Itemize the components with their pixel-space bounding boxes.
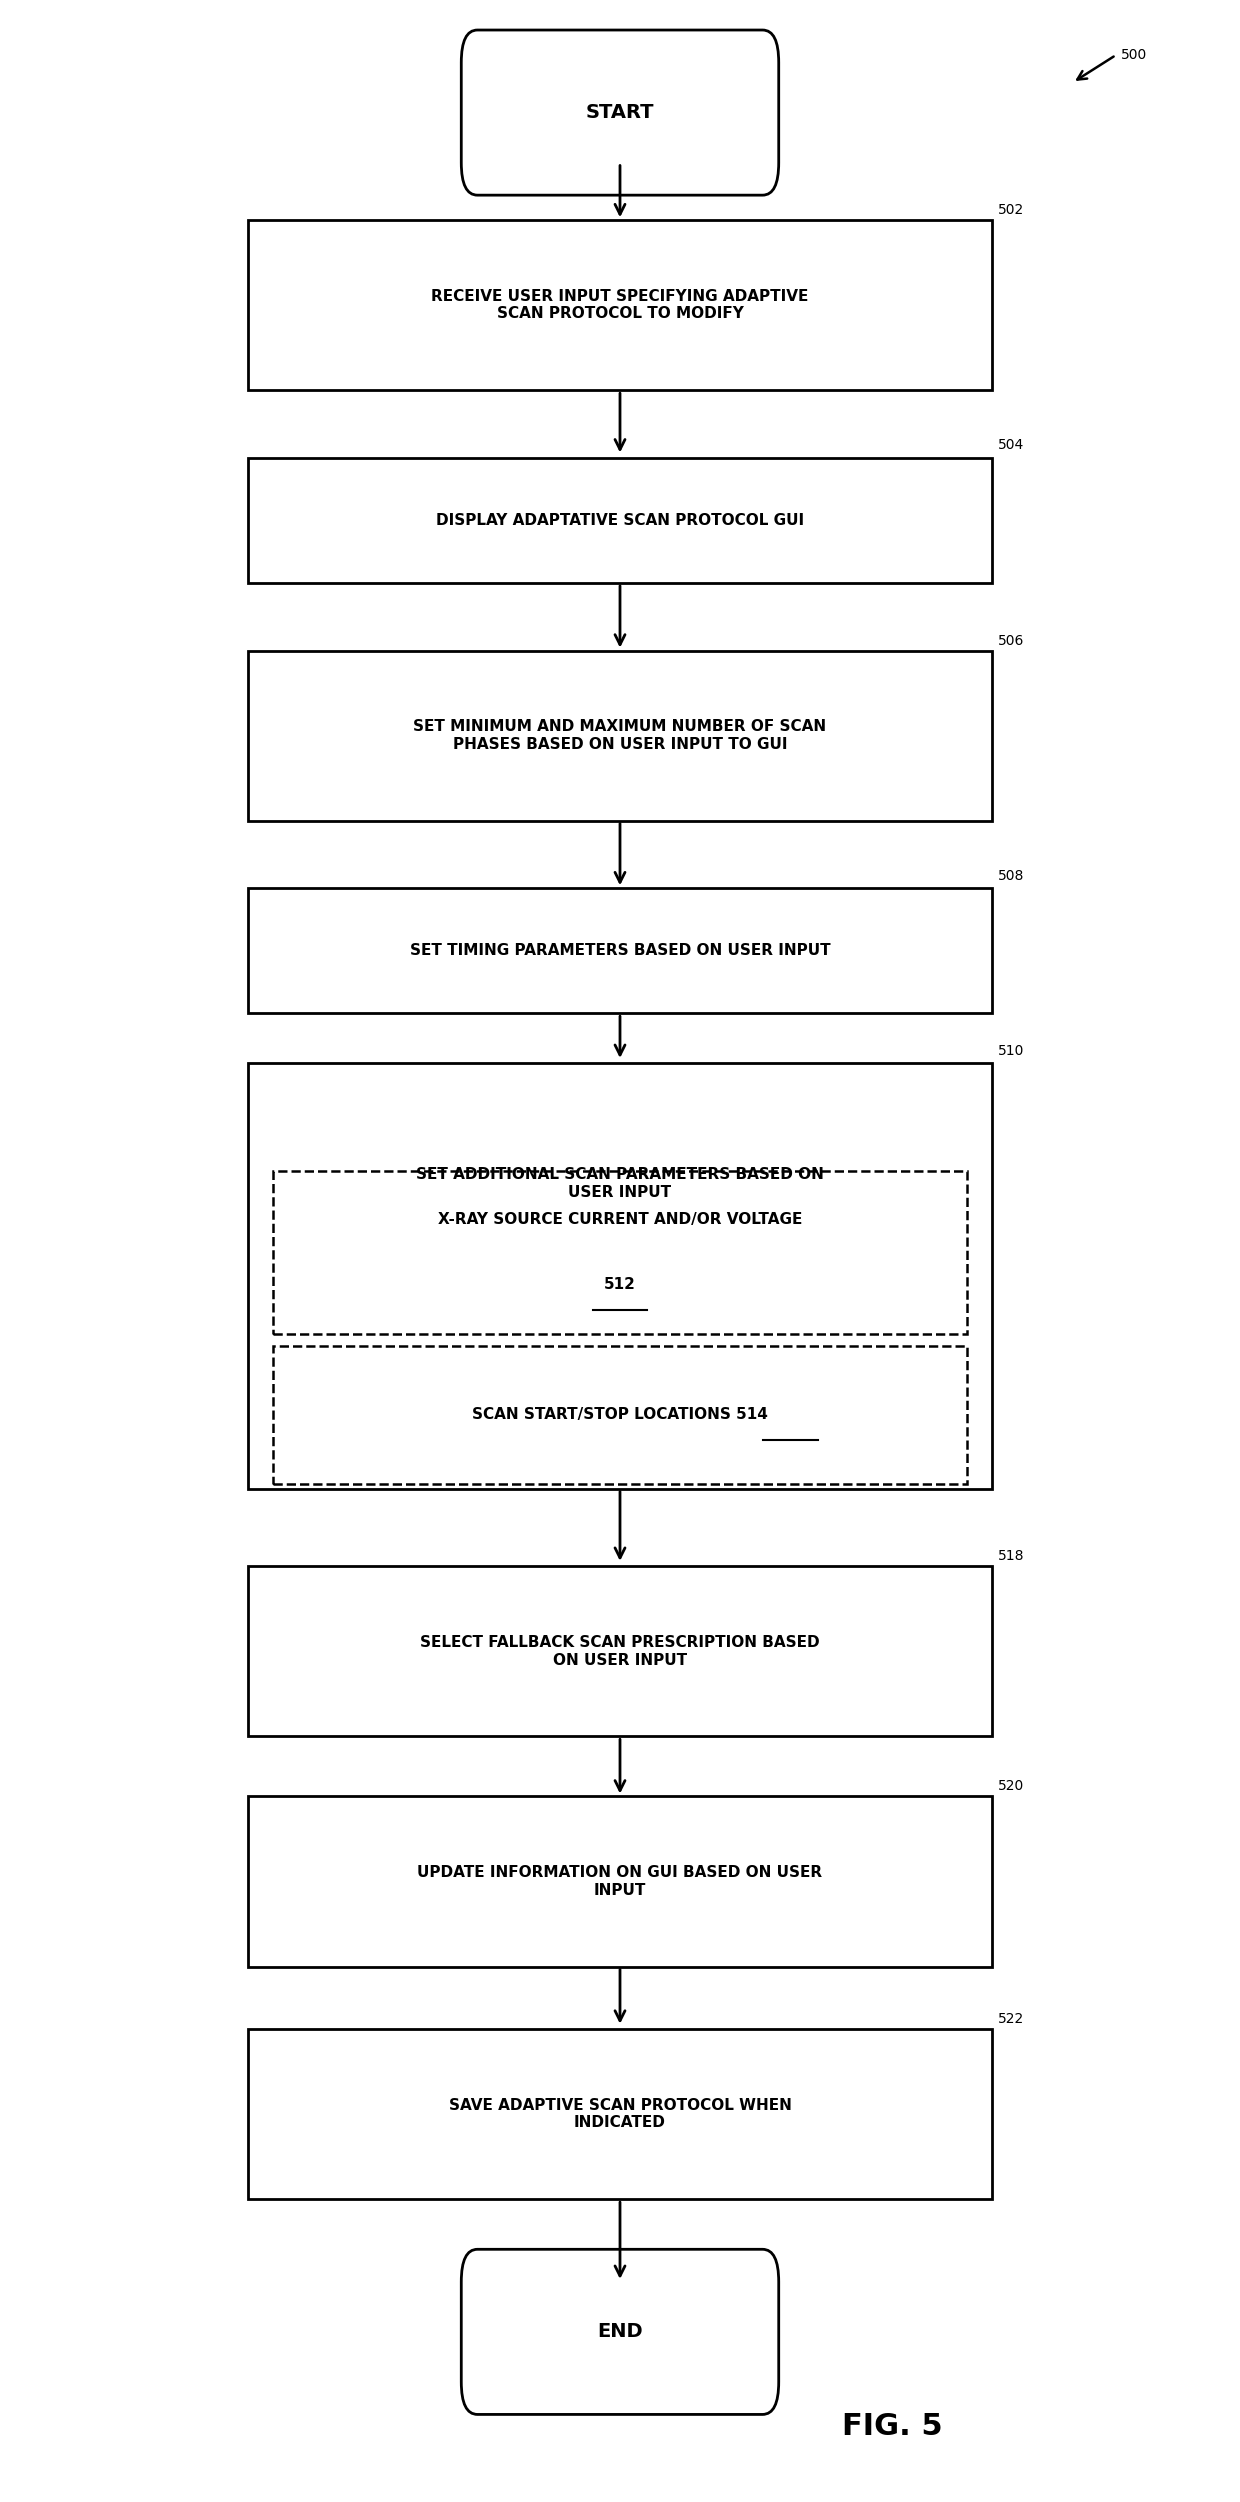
FancyBboxPatch shape — [273, 1171, 967, 1334]
FancyBboxPatch shape — [248, 1796, 992, 1967]
Text: 506: 506 — [998, 633, 1024, 648]
FancyBboxPatch shape — [461, 2249, 779, 2414]
Text: 510: 510 — [998, 1043, 1024, 1058]
FancyBboxPatch shape — [248, 458, 992, 583]
FancyBboxPatch shape — [461, 30, 779, 195]
Text: SET ADDITIONAL SCAN PARAMETERS BASED ON
USER INPUT: SET ADDITIONAL SCAN PARAMETERS BASED ON … — [417, 1168, 823, 1198]
Text: X-RAY SOURCE CURRENT AND/OR VOLTAGE: X-RAY SOURCE CURRENT AND/OR VOLTAGE — [438, 1213, 802, 1226]
Text: 520: 520 — [998, 1779, 1024, 1794]
Text: SET MINIMUM AND MAXIMUM NUMBER OF SCAN
PHASES BASED ON USER INPUT TO GUI: SET MINIMUM AND MAXIMUM NUMBER OF SCAN P… — [413, 721, 827, 751]
Text: 522: 522 — [998, 2012, 1024, 2027]
Text: 518: 518 — [998, 1549, 1024, 1564]
Text: SET TIMING PARAMETERS BASED ON USER INPUT: SET TIMING PARAMETERS BASED ON USER INPU… — [409, 943, 831, 958]
Text: START: START — [585, 103, 655, 123]
FancyBboxPatch shape — [248, 1566, 992, 1736]
FancyBboxPatch shape — [248, 220, 992, 390]
Text: 500: 500 — [1121, 48, 1147, 63]
FancyBboxPatch shape — [248, 651, 992, 821]
FancyBboxPatch shape — [248, 1063, 992, 1489]
FancyBboxPatch shape — [273, 1346, 967, 1484]
Text: 504: 504 — [998, 438, 1024, 453]
Text: 512: 512 — [604, 1279, 636, 1291]
Text: SELECT FALLBACK SCAN PRESCRIPTION BASED
ON USER INPUT: SELECT FALLBACK SCAN PRESCRIPTION BASED … — [420, 1636, 820, 1666]
Text: 508: 508 — [998, 868, 1024, 883]
FancyBboxPatch shape — [248, 2029, 992, 2199]
Text: RECEIVE USER INPUT SPECIFYING ADAPTIVE
SCAN PROTOCOL TO MODIFY: RECEIVE USER INPUT SPECIFYING ADAPTIVE S… — [432, 290, 808, 320]
Text: SAVE ADAPTIVE SCAN PROTOCOL WHEN
INDICATED: SAVE ADAPTIVE SCAN PROTOCOL WHEN INDICAT… — [449, 2099, 791, 2129]
Text: END: END — [598, 2322, 642, 2342]
Text: DISPLAY ADAPTATIVE SCAN PROTOCOL GUI: DISPLAY ADAPTATIVE SCAN PROTOCOL GUI — [436, 513, 804, 528]
FancyBboxPatch shape — [248, 888, 992, 1013]
Text: SCAN START/STOP LOCATIONS 514: SCAN START/STOP LOCATIONS 514 — [472, 1409, 768, 1421]
Text: 502: 502 — [998, 203, 1024, 218]
Text: FIG. 5: FIG. 5 — [842, 2412, 944, 2442]
Text: UPDATE INFORMATION ON GUI BASED ON USER
INPUT: UPDATE INFORMATION ON GUI BASED ON USER … — [418, 1866, 822, 1897]
